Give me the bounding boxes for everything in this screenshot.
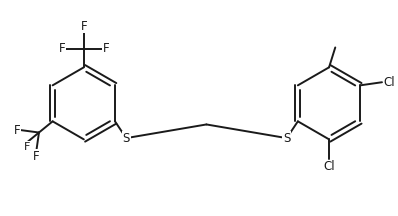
Text: S: S xyxy=(123,132,130,145)
Text: Cl: Cl xyxy=(323,160,335,173)
Text: S: S xyxy=(283,132,291,145)
Text: Cl: Cl xyxy=(383,76,395,89)
Text: F: F xyxy=(80,20,87,33)
Text: F: F xyxy=(14,124,20,137)
Text: F: F xyxy=(24,142,31,152)
Text: F: F xyxy=(59,42,65,55)
Text: F: F xyxy=(33,150,40,163)
Text: F: F xyxy=(102,42,109,55)
